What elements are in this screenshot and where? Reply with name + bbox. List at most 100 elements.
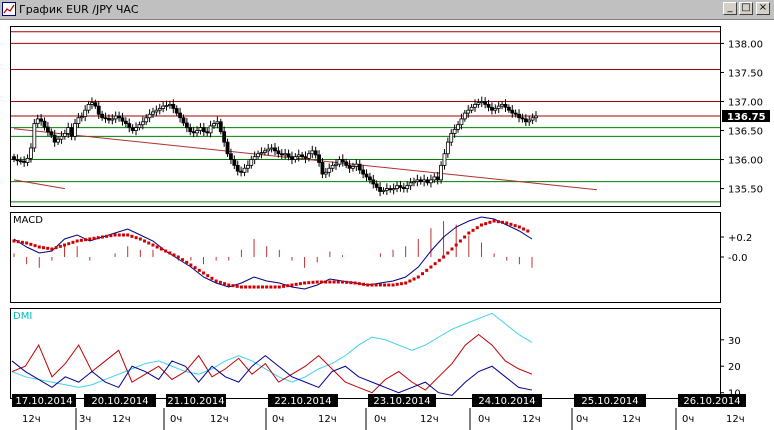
candle-body	[245, 164, 250, 169]
macd-signal-dot	[172, 253, 176, 257]
hour-label: 12ч	[210, 414, 229, 425]
time-axis: 17.10.2014 20.10.2014 21.10.2014 22.10.2014…	[0, 394, 774, 430]
candle-body	[503, 103, 508, 108]
date-label-box	[472, 394, 542, 407]
maximize-button[interactable]: □	[739, 2, 753, 15]
candle-body	[120, 117, 125, 122]
macd-signal-dot	[463, 235, 467, 239]
date-label-box	[84, 394, 156, 407]
macd-signal-dot	[159, 247, 163, 251]
candle-body	[93, 102, 98, 107]
macd-signal-dot	[151, 243, 155, 247]
macd-signal-dot	[446, 251, 450, 255]
candle-body	[171, 103, 176, 109]
candle-body	[351, 166, 355, 169]
date-label-box	[166, 394, 226, 407]
candle-body	[201, 127, 206, 133]
candle-body	[279, 153, 284, 156]
candle-body	[208, 125, 213, 134]
macd-signal-dot	[442, 255, 446, 259]
macd-signal-dot	[315, 280, 319, 284]
candle-body	[181, 117, 186, 124]
candle-body	[364, 173, 369, 178]
candle-body	[300, 154, 305, 158]
macd-signal-dot	[180, 258, 184, 262]
candle-body	[520, 117, 525, 120]
macd-signal-dot	[282, 284, 286, 288]
close-button[interactable]: ×	[756, 2, 770, 15]
candle-body	[157, 108, 162, 111]
macd-signal-dot	[328, 280, 332, 284]
macd-signal-dot	[265, 285, 269, 289]
candle-body	[154, 109, 159, 113]
candle-body	[412, 181, 416, 184]
hour-label: 0ч	[374, 414, 386, 425]
macd-panel: MACD +0.2 -0.0	[10, 212, 752, 303]
hour-label: 12ч	[112, 414, 131, 425]
macd-signal-dot	[479, 223, 483, 227]
title-bar[interactable]: График EUR /JPY ЧАС _ □ ×	[0, 0, 774, 20]
macd-signal-dot	[513, 224, 517, 228]
candle-body	[232, 159, 237, 166]
candle-body	[86, 103, 91, 111]
candle-body	[293, 156, 298, 160]
macd-signal-dot	[92, 236, 96, 240]
candle-body	[178, 112, 182, 119]
candle-body	[493, 108, 498, 111]
candle-body	[137, 124, 142, 129]
candle-body	[52, 134, 57, 143]
macd-signal-dot	[475, 226, 479, 230]
candle-body	[259, 152, 264, 155]
macd-signal-dot	[67, 242, 71, 246]
price-tick-label: 136.50	[728, 127, 763, 138]
macd-signal-dot	[340, 280, 344, 284]
candle-body	[435, 176, 440, 181]
macd-signal-dot	[214, 279, 218, 283]
price-tick-label: 137.00	[728, 97, 763, 108]
macd-signal-dot	[332, 280, 336, 284]
date-label: 25.10.2014	[581, 396, 638, 407]
candle-body	[473, 103, 477, 108]
candle-body	[354, 163, 359, 167]
candle-body	[442, 153, 447, 166]
macd-tick-label: +0.2	[728, 233, 752, 244]
candle-body	[330, 164, 335, 169]
macd-signal-dot	[433, 262, 437, 266]
dmi-di-plus-line	[11, 333, 533, 394]
candle-body	[76, 117, 81, 124]
macd-signal-dot	[391, 283, 395, 287]
candle-body	[391, 188, 396, 191]
macd-signal-dot	[54, 246, 58, 250]
candle-body	[418, 179, 423, 183]
macd-signal-dot	[286, 284, 290, 288]
hour-label: 0ч	[272, 414, 284, 425]
macd-signal-dot	[134, 236, 138, 240]
minimize-button[interactable]: _	[723, 2, 737, 15]
candle-body	[361, 169, 366, 175]
candle-body	[151, 111, 155, 115]
macd-signal-dot	[239, 285, 243, 289]
macd-signal-dot	[488, 220, 492, 224]
macd-signal-dot	[374, 283, 378, 287]
macd-signal-dot	[79, 238, 83, 242]
hour-label: 12ч	[420, 414, 439, 425]
candle-body	[327, 167, 332, 173]
macd-signal-dot	[37, 245, 41, 249]
macd-signal-dot	[349, 281, 353, 285]
macd-signal-dot	[303, 281, 307, 285]
macd-signal-dot	[412, 277, 416, 281]
macd-signal-dot	[252, 285, 256, 289]
candle-body	[506, 106, 511, 111]
candle-body	[83, 109, 88, 117]
macd-signal-dot	[113, 233, 117, 237]
candle-body	[90, 102, 94, 105]
date-label: 26.10.2014	[683, 396, 740, 407]
dmi-tick-label: 30	[728, 336, 741, 347]
macd-tick-label: -0.0	[728, 253, 748, 264]
candle-body	[12, 156, 16, 160]
dmi-panel: DMI302010	[10, 308, 741, 400]
macd-signal-dot	[176, 255, 180, 259]
macd-signal-dot	[100, 235, 104, 239]
macd-title: MACD	[13, 215, 43, 226]
candle-body	[452, 128, 457, 134]
